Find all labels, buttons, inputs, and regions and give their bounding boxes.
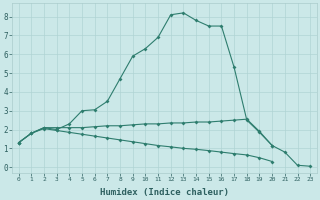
- X-axis label: Humidex (Indice chaleur): Humidex (Indice chaleur): [100, 188, 229, 197]
